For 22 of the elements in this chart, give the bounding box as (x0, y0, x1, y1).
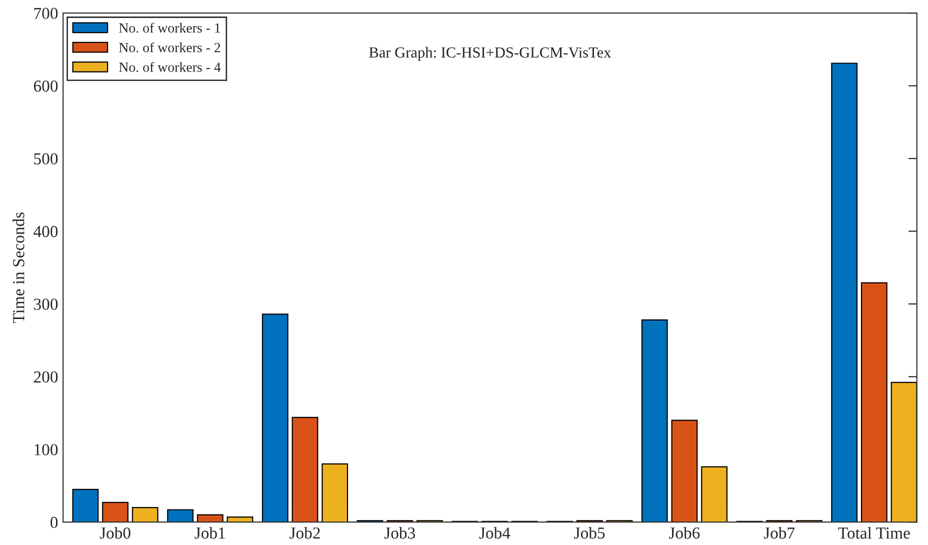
x-tick-label: Job0 (100, 526, 130, 539)
y-tick-label: 100 (34, 444, 58, 456)
y-tick-label: 400 (34, 226, 58, 238)
y-tick-label: 200 (34, 371, 58, 383)
x-tick-label: Job5 (574, 526, 605, 539)
y-tick-label: 600 (34, 80, 58, 92)
x-tick-label: Total Time (838, 526, 910, 539)
y-tick-label: 700 (34, 8, 58, 20)
x-tick-label: Job2 (290, 526, 320, 539)
annotation: Bar Graph: IC-HSI+DS-GLCM-VisTex (369, 46, 612, 61)
y-tick-label: 300 (34, 298, 58, 310)
x-tick-label: Job3 (384, 526, 415, 539)
y-tick-label: 0 (50, 516, 58, 528)
y-tick-label: 500 (34, 153, 58, 164)
x-tick-label: Job7 (764, 526, 795, 539)
legend-label: No. of workers - 4 (119, 62, 221, 72)
x-tick-label: Job4 (479, 526, 510, 539)
legend-label: No. of workers - 1 (119, 22, 220, 33)
x-tick-label: Job6 (669, 526, 700, 539)
x-tick-label: Job1 (194, 526, 225, 539)
legend-label: No. of workers - 2 (119, 42, 220, 52)
y-axis-title: Time in Seconds (12, 212, 24, 324)
